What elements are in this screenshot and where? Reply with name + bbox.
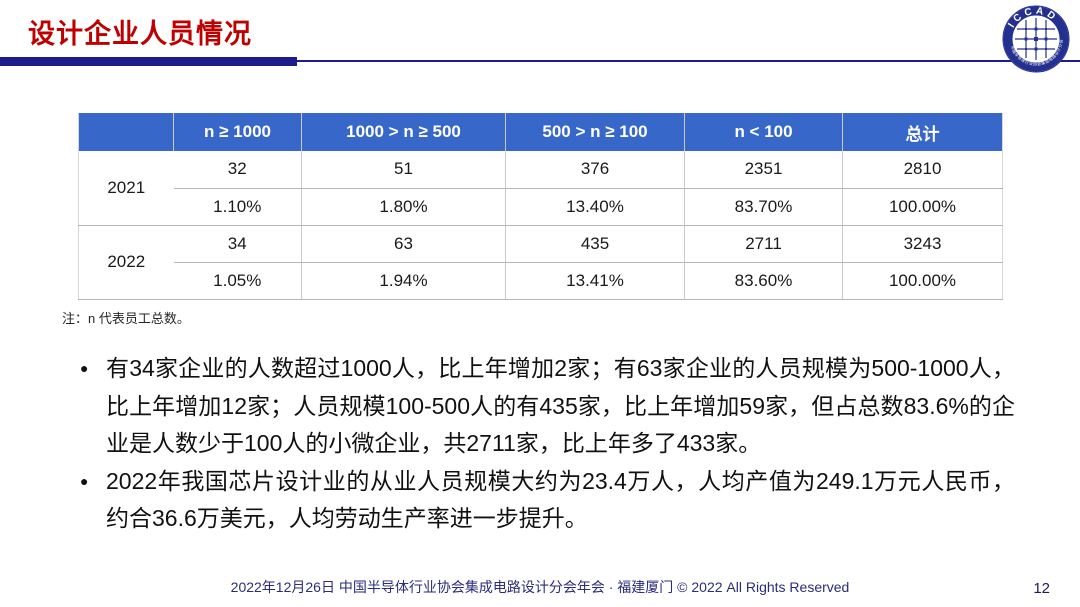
cell-2022-count-0: 34 (173, 225, 302, 263)
cell-2021-pct-0: 1.10% (173, 188, 302, 226)
cell-2021-pct-2: 13.40% (505, 188, 685, 226)
cell-2022-count-1: 63 (301, 225, 506, 263)
page-number: 12 (1033, 580, 1050, 597)
cell-2022-count-3: 2711 (684, 225, 843, 263)
bullet-item-workforce: 2022年我国芯片设计业的从业人员规模大约为23.4万人，人均产值为249.1万… (80, 463, 1015, 538)
col-header-1000-500: 1000 > n ≥ 500 (301, 113, 506, 151)
col-header-blank (78, 113, 174, 151)
title-underline-rule (297, 60, 1080, 62)
staff-size-table: n ≥ 1000 1000 > n ≥ 500 500 > n ≥ 100 n … (78, 113, 1003, 300)
cell-2021-count-3: 2351 (684, 151, 843, 189)
table-header-row: n ≥ 1000 1000 > n ≥ 500 500 > n ≥ 100 n … (78, 113, 1003, 151)
cell-2022-pct-1: 1.94% (301, 262, 506, 300)
table-footnote: 注：n 代表员工总数。 (62, 311, 190, 326)
cell-2021-pct-3: 83.70% (684, 188, 843, 226)
page-title: 设计企业人员情况 (28, 19, 252, 49)
cell-2021-pct-1: 1.80% (301, 188, 506, 226)
cell-2021-pct-4: 100.00% (842, 188, 1003, 226)
table-row-2021-percents: 1.10% 1.80% 13.40% 83.70% 100.00% (79, 188, 1003, 226)
col-header-n-ge-1000: n ≥ 1000 (173, 113, 302, 151)
cell-2021-count-0: 32 (173, 151, 302, 189)
cell-2022-count-4: 3243 (842, 225, 1003, 263)
title-underline-bar (0, 57, 297, 66)
cell-2021-count-4: 2810 (842, 151, 1003, 189)
table-row-2022-percents: 1.05% 1.94% 13.41% 83.60% 100.00% (79, 262, 1003, 300)
cell-2022-pct-0: 1.05% (173, 262, 302, 300)
footer-copyright: 2022年12月26日 中国半导体行业协会集成电路设计分会年会 · 福建厦门 ©… (230, 579, 850, 595)
year-label-2022: 2022 (78, 225, 174, 300)
year-label-2021: 2021 (78, 151, 174, 226)
cell-2021-count-1: 51 (301, 151, 506, 189)
iccad-logo: ICCAD 中国半导体行业协会集成电路设计分会 (1002, 5, 1070, 73)
table-row-2022-counts: 2022 34 63 435 2711 3243 (78, 225, 1003, 300)
col-header-500-100: 500 > n ≥ 100 (505, 113, 685, 151)
table-row-2021-counts: 2021 32 51 376 2351 2810 (78, 151, 1003, 226)
cell-2022-pct-2: 13.41% (505, 262, 685, 300)
col-header-total: 总计 (842, 113, 1003, 151)
bullet-item-company-counts: 有34家企业的人数超过1000人，比上年增加2家；有63家企业的人员规模为500… (80, 350, 1015, 463)
cell-2022-pct-4: 100.00% (842, 262, 1003, 300)
cell-2022-count-2: 435 (505, 225, 685, 263)
cell-2021-count-2: 376 (505, 151, 685, 189)
bullet-list: 有34家企业的人数超过1000人，比上年增加2家；有63家企业的人员规模为500… (80, 350, 1015, 538)
cell-2022-pct-3: 83.60% (684, 262, 843, 300)
col-header-n-lt-100: n < 100 (684, 113, 843, 151)
